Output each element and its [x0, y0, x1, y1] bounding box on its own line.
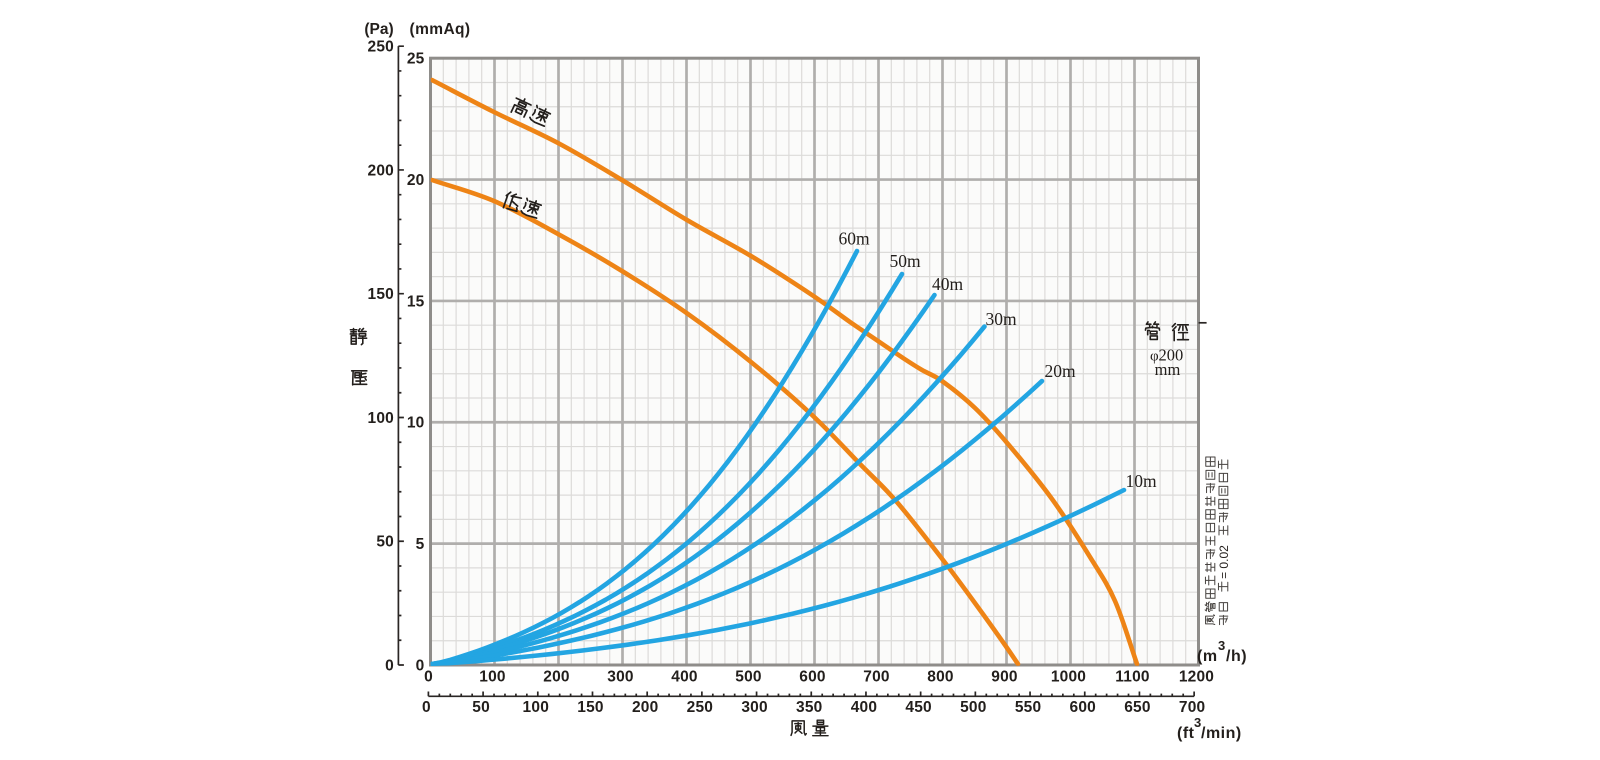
svg-text:(ft: (ft: [1177, 725, 1195, 742]
svg-text:/min): /min): [1201, 725, 1242, 742]
svg-text:25: 25: [407, 51, 425, 68]
svg-text:3: 3: [1194, 715, 1201, 730]
svg-text:650: 650: [1124, 699, 1150, 716]
svg-text:50: 50: [376, 534, 394, 551]
svg-text:600: 600: [1070, 699, 1096, 716]
svg-text:600: 600: [799, 669, 825, 686]
svg-text:(m: (m: [1197, 648, 1218, 665]
svg-text:150: 150: [368, 286, 394, 303]
svg-text:(Pa): (Pa): [364, 21, 393, 38]
svg-text:250: 250: [687, 699, 713, 716]
svg-text:0: 0: [422, 699, 431, 716]
svg-text:= 0.02: = 0.02: [1217, 545, 1231, 579]
svg-text:200: 200: [368, 162, 394, 179]
svg-text:200: 200: [1159, 346, 1184, 365]
svg-text:300: 300: [607, 669, 633, 686]
svg-text:500: 500: [735, 669, 761, 686]
svg-text:0: 0: [416, 657, 425, 674]
svg-text:40m: 40m: [932, 274, 964, 294]
svg-text:500: 500: [960, 699, 986, 716]
svg-text:1000: 1000: [1051, 669, 1086, 686]
svg-text:0: 0: [424, 669, 433, 686]
svg-text:φ: φ: [1150, 349, 1159, 365]
svg-text:10: 10: [407, 415, 425, 432]
svg-text:550: 550: [1015, 699, 1041, 716]
svg-text:50m: 50m: [889, 251, 921, 271]
svg-text:3: 3: [1218, 638, 1225, 653]
svg-text:200: 200: [632, 699, 658, 716]
svg-text:5: 5: [416, 536, 425, 553]
svg-text:900: 900: [991, 669, 1017, 686]
svg-text:30m: 30m: [985, 309, 1017, 329]
svg-text:100: 100: [523, 699, 549, 716]
svg-text:200: 200: [543, 669, 569, 686]
svg-text:700: 700: [863, 669, 889, 686]
svg-text:150: 150: [577, 699, 603, 716]
svg-text:0: 0: [385, 657, 394, 674]
svg-text:15: 15: [407, 293, 425, 310]
svg-text:700: 700: [1179, 699, 1205, 716]
svg-text:800: 800: [927, 669, 953, 686]
svg-text:1200: 1200: [1179, 669, 1214, 686]
svg-text:400: 400: [671, 669, 697, 686]
svg-text:/h): /h): [1226, 648, 1247, 665]
svg-text:350: 350: [796, 699, 822, 716]
svg-text:20m: 20m: [1044, 361, 1076, 381]
svg-text:450: 450: [905, 699, 931, 716]
svg-text:250: 250: [368, 39, 394, 56]
svg-text:100: 100: [368, 410, 394, 427]
svg-text:50: 50: [472, 699, 490, 716]
svg-text:400: 400: [851, 699, 877, 716]
svg-text:60m: 60m: [838, 229, 870, 249]
svg-text:1100: 1100: [1115, 669, 1149, 686]
svg-text:(mmAq): (mmAq): [410, 21, 471, 38]
svg-text:100: 100: [479, 669, 505, 686]
svg-text:mm: mm: [1155, 360, 1181, 379]
svg-text:10m: 10m: [1125, 471, 1157, 491]
svg-text:300: 300: [741, 699, 767, 716]
svg-text:20: 20: [407, 172, 425, 189]
